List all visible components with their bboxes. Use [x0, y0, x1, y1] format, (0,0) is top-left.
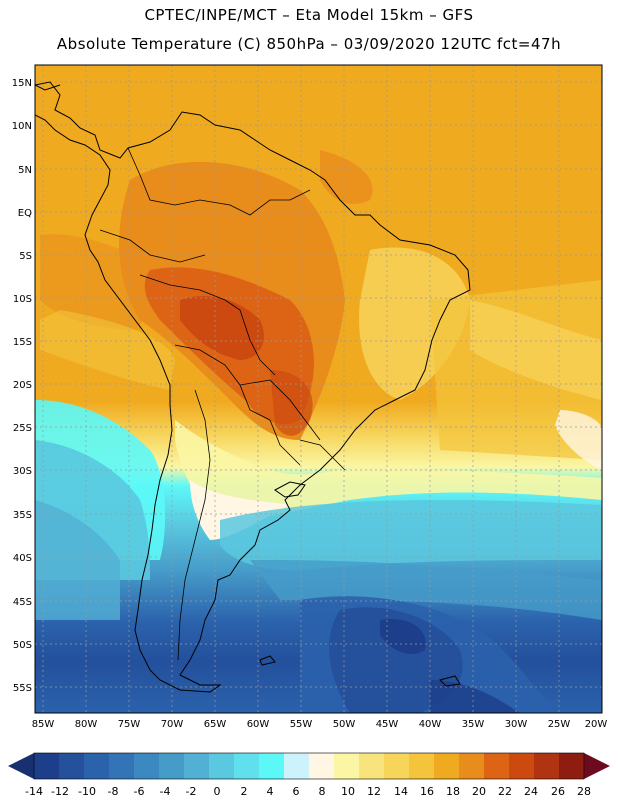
lat-label: 50S	[13, 640, 32, 651]
lon-label: 35W	[462, 719, 485, 730]
colorbar-label: -4	[160, 785, 171, 798]
colorbar-label: 8	[319, 785, 326, 798]
colorbar-label: -8	[108, 785, 119, 798]
lat-label: 10S	[13, 294, 32, 305]
colorbar-high-arrow	[584, 753, 610, 779]
colorbar-swatch	[284, 753, 310, 779]
colorbar-label: 12	[367, 785, 381, 798]
longitude-labels: 85W 80W 75W 70W 65W 60W 55W 50W 45W 40W …	[32, 719, 608, 730]
colorbar-label: 2	[241, 785, 248, 798]
colorbar-swatch	[409, 753, 435, 779]
lat-label: 15S	[13, 337, 32, 348]
colorbar-swatch	[334, 753, 360, 779]
lat-label: EQ	[18, 208, 32, 219]
colorbar: -14 -12 -10 -8 -6 -4 -2 0 2 4 6 8 10 12 …	[8, 752, 610, 798]
map-title: CPTEC/INPE/MCT – Eta Model 15km – GFS	[144, 6, 474, 24]
colorbar-swatch	[84, 753, 110, 779]
colorbar-label: 14	[394, 785, 408, 798]
colorbar-swatch	[459, 753, 485, 779]
colorbar-label: 0	[214, 785, 221, 798]
lat-label: 5S	[19, 251, 32, 262]
lon-label: 60W	[247, 719, 270, 730]
lon-label: 25W	[548, 719, 571, 730]
colorbar-label: 4	[267, 785, 274, 798]
colorbar-swatch	[309, 753, 335, 779]
colorbar-label: -6	[134, 785, 145, 798]
colorbar-swatch	[234, 753, 260, 779]
colorbar-swatch	[484, 753, 510, 779]
colorbar-swatch	[559, 753, 585, 779]
country-borders	[99, 147, 346, 661]
lat-label: 55S	[13, 683, 32, 694]
colorbar-label: 16	[420, 785, 434, 798]
colorbar-label: -12	[51, 785, 69, 798]
colorbar-label: 6	[293, 785, 300, 798]
lat-label: 20S	[13, 380, 32, 391]
lat-label: 30S	[13, 466, 32, 477]
colorbar-swatch	[34, 753, 60, 779]
colorbar-swatch	[259, 753, 285, 779]
coastlines	[35, 81, 471, 693]
colorbar-label: 10	[341, 785, 355, 798]
colorbar-label: 26	[551, 785, 565, 798]
lon-label: 55W	[290, 719, 313, 730]
colorbar-label: 22	[498, 785, 512, 798]
lon-label: 50W	[333, 719, 356, 730]
lon-label: 40W	[419, 719, 442, 730]
colorbar-frame	[33, 752, 585, 780]
lon-label: 75W	[118, 719, 141, 730]
colorbar-swatch	[159, 753, 185, 779]
lat-label: 25S	[13, 423, 32, 434]
colorbar-low-arrow	[8, 753, 34, 779]
colorbar-swatch	[384, 753, 410, 779]
lon-label: 80W	[75, 719, 98, 730]
colorbar-swatch	[109, 753, 135, 779]
colorbar-swatch	[434, 753, 460, 779]
lat-label: 10N	[12, 121, 32, 132]
colorbar-label: -2	[186, 785, 197, 798]
lat-label: 40S	[13, 553, 32, 564]
lat-label: 5N	[18, 165, 32, 176]
lon-label: 30W	[505, 719, 528, 730]
colorbar-swatch	[209, 753, 235, 779]
colorbar-label: 24	[524, 785, 538, 798]
colorbar-label: -10	[78, 785, 96, 798]
lon-label: 20W	[585, 719, 608, 730]
lat-label: 45S	[13, 597, 32, 608]
temperature-field	[35, 65, 602, 713]
map-frame	[34, 64, 603, 714]
lat-label: 15N	[12, 78, 32, 89]
colorbar-label: 20	[472, 785, 486, 798]
colorbar-swatch	[509, 753, 535, 779]
colorbar-swatch	[59, 753, 85, 779]
lon-label: 65W	[204, 719, 227, 730]
colorbar-swatch	[359, 753, 385, 779]
colorbar-label: 18	[446, 785, 460, 798]
map-subtitle: Absolute Temperature (C) 850hPa – 03/09/…	[56, 35, 562, 53]
latitude-labels: 15N 10N 5N EQ 5S 10S 15S 20S 25S 30S 35S…	[12, 78, 32, 694]
colorbar-swatch	[184, 753, 210, 779]
lon-label: 70W	[161, 719, 184, 730]
lat-label: 35S	[13, 510, 32, 521]
lon-label: 85W	[32, 719, 55, 730]
lon-label: 45W	[376, 719, 399, 730]
colorbar-label: 28	[577, 785, 591, 798]
colorbar-label: -14	[25, 785, 43, 798]
colorbar-swatch	[534, 753, 560, 779]
colorbar-swatch	[134, 753, 160, 779]
